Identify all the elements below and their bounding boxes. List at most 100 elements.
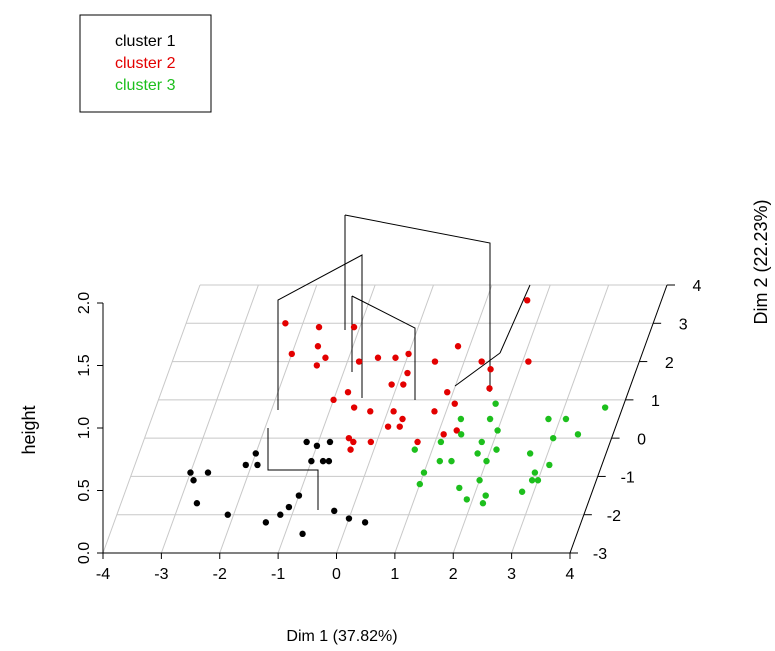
z-tick-label: 1.5 (76, 354, 93, 376)
point (545, 415, 552, 423)
point (262, 519, 270, 526)
point (454, 343, 462, 350)
y-tick-label: 0 (637, 431, 646, 448)
point (476, 477, 483, 484)
dendrogram (267, 214, 531, 510)
point (390, 408, 397, 415)
point (411, 446, 418, 453)
point (303, 438, 310, 446)
dendrogram-branch (267, 428, 319, 510)
point (404, 369, 411, 377)
grid-line (336, 284, 434, 554)
point (350, 404, 358, 411)
point (350, 438, 357, 446)
point (546, 461, 553, 469)
point (457, 431, 465, 438)
point (456, 484, 463, 492)
z-tick-label: 0.0 (76, 542, 93, 564)
x-axis-title: Dim 1 (37.82%) (286, 628, 397, 645)
point (374, 354, 382, 361)
y-tick-label: -3 (593, 546, 607, 563)
point (252, 450, 259, 457)
point (330, 396, 337, 404)
point (405, 350, 412, 358)
point (494, 427, 501, 434)
point (224, 511, 231, 518)
point (313, 362, 321, 369)
grid-line (102, 284, 201, 554)
point (562, 415, 570, 423)
point (315, 323, 323, 331)
dendrogram-branch (454, 284, 531, 387)
grid-line (277, 284, 376, 554)
legend-label: cluster 2 (115, 55, 176, 72)
point (474, 450, 481, 457)
point (478, 438, 485, 446)
point (396, 423, 403, 430)
y-tick-label: 4 (693, 278, 702, 295)
y-tick-label: 3 (679, 317, 688, 334)
point (431, 408, 438, 415)
point (479, 500, 487, 507)
point (526, 450, 534, 457)
x-tick-label: 0 (332, 566, 341, 583)
point (431, 358, 439, 365)
point (525, 358, 532, 365)
legend-label: cluster 3 (115, 77, 176, 94)
point (285, 503, 293, 511)
point (384, 423, 392, 430)
point (350, 323, 358, 331)
point (420, 469, 428, 476)
point (437, 438, 445, 446)
point (187, 469, 194, 476)
point (345, 434, 353, 442)
point (453, 427, 460, 434)
y-axis-title: Dim 2 (22.23%) (751, 199, 771, 324)
point (463, 496, 471, 503)
point (388, 381, 395, 388)
x-tick-label: -4 (96, 566, 110, 583)
point (518, 488, 526, 495)
point (400, 381, 407, 388)
point (392, 354, 399, 361)
x-tick-label: 2 (449, 566, 458, 583)
dendrogram-branch (277, 254, 363, 410)
z-tick-label: 2.0 (76, 292, 93, 314)
point (344, 389, 352, 396)
point (254, 461, 261, 469)
point (486, 415, 494, 423)
point (451, 400, 458, 407)
point (601, 404, 609, 411)
point (448, 457, 455, 465)
y-tick-label: 2 (665, 355, 674, 372)
point (523, 297, 531, 304)
point (322, 354, 329, 361)
point (242, 461, 249, 469)
point (325, 457, 333, 465)
point (483, 457, 490, 465)
point (528, 477, 536, 484)
point (295, 492, 303, 499)
point (492, 400, 499, 407)
point (345, 515, 353, 522)
point (361, 519, 369, 526)
x-tick-label: 1 (390, 566, 399, 583)
y-tick-label: 1 (651, 393, 660, 410)
x-tick-label: -3 (154, 566, 168, 583)
point (282, 320, 289, 327)
point (355, 358, 363, 365)
point (478, 358, 485, 365)
point (457, 415, 465, 423)
point (326, 438, 334, 446)
point (487, 366, 494, 373)
point (331, 507, 338, 515)
point (288, 350, 296, 358)
point (190, 477, 197, 484)
point (436, 457, 444, 465)
x-tick-label: 3 (507, 566, 516, 583)
point (493, 446, 500, 453)
y-tick-label: -2 (607, 508, 621, 525)
point (313, 442, 321, 449)
point (440, 431, 447, 438)
point (416, 480, 424, 488)
